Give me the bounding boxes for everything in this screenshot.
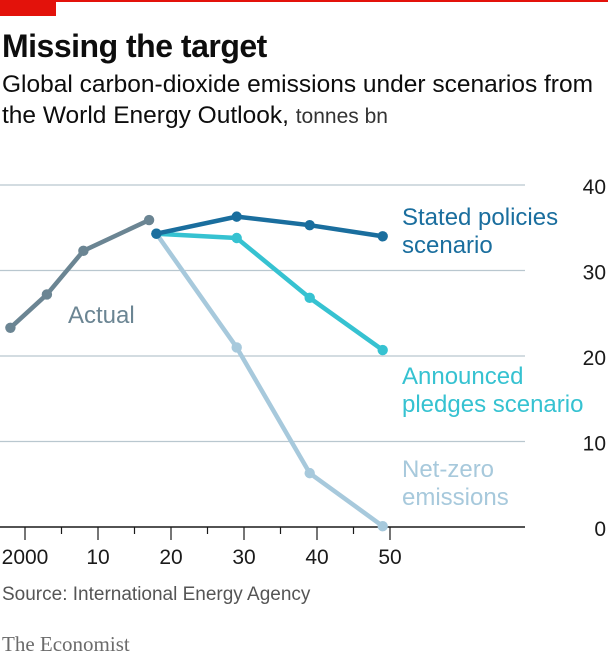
data-point-netzero: [304, 467, 315, 479]
y-tick-label: 20: [583, 347, 606, 370]
series-line-announced: [154, 231, 385, 353]
y-tick-label: 40: [583, 176, 606, 199]
top-red-rule: [0, 0, 608, 2]
series-label-line: emissions: [402, 484, 509, 511]
unit-label: tonnes bn: [295, 105, 388, 128]
data-point-announced: [231, 232, 242, 244]
data-point-stated: [377, 231, 388, 242]
x-tick-label: 30: [232, 546, 255, 569]
red-tag: [0, 0, 56, 16]
series-line-netzero: [154, 231, 385, 529]
series-label-stated: Stated policies scenario: [402, 204, 558, 259]
x-tick-label: 20: [159, 546, 182, 569]
x-tick-label: 10: [86, 546, 109, 569]
series-label-line: Net-zero: [402, 456, 494, 483]
series-label-line: Actual: [68, 302, 135, 329]
data-point-stated: [231, 211, 242, 222]
subtitle-text: Global carbon-dioxide emissions under sc…: [2, 71, 594, 129]
y-tick-label: 0: [594, 518, 606, 541]
data-point-actual: [5, 322, 16, 333]
y-tick-label: 10: [583, 433, 606, 456]
series-label-line: Announced: [402, 363, 523, 390]
data-point-announced: [304, 292, 315, 304]
data-point-stated: [304, 219, 315, 231]
emissions-chart: 0 10 20 30 40 2000 10 20 30 40 50 Actual Stated poli…: [0, 176, 606, 569]
series-label-line: Stated policies: [402, 204, 558, 231]
series-line-actual: [8, 217, 152, 331]
economist-logo: The Economist: [2, 632, 130, 656]
data-point-netzero: [231, 342, 242, 353]
series-label-netzero: Net-zero emissions: [402, 456, 509, 511]
data-point-netzero: [377, 520, 388, 532]
series-label-line: scenario: [402, 232, 493, 259]
chart-subtitle: Global carbon-dioxide emissions under sc…: [2, 69, 602, 132]
series-label-line: pledges scenario: [402, 391, 583, 418]
series-label-announced: Announced pledges scenario: [402, 363, 583, 418]
data-point-actual: [41, 289, 53, 300]
series-line-stated: [154, 214, 385, 239]
series-label-actual: Actual: [68, 302, 135, 329]
data-point-stated: [151, 228, 162, 239]
data-point-actual: [143, 214, 155, 226]
x-tick-label: 2000: [2, 546, 49, 569]
y-tick-label: 30: [583, 262, 606, 285]
chart-title: Missing the target: [2, 28, 267, 64]
source-note: Source: International Energy Agency: [2, 584, 311, 605]
data-point-announced: [377, 344, 388, 356]
data-point-actual: [78, 245, 89, 257]
x-tick-label: 50: [378, 546, 401, 569]
x-tick-label: 40: [305, 546, 328, 569]
